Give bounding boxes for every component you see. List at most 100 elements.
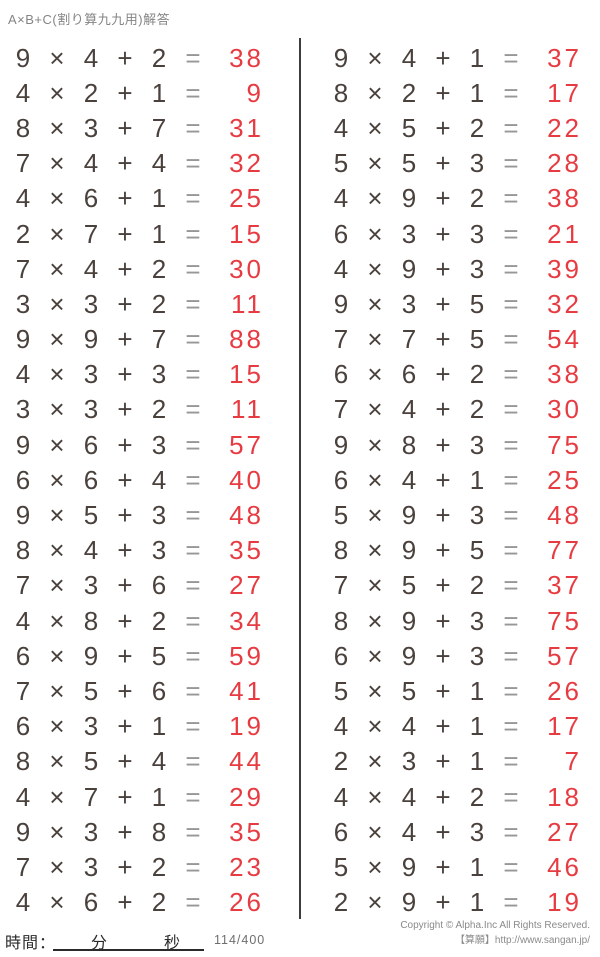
operand-c: 1 (469, 887, 485, 918)
plus-sign: + (435, 464, 451, 495)
operand-b: 3 (401, 746, 417, 777)
operand-c: 7 (151, 112, 167, 143)
plus-sign: + (117, 183, 133, 214)
equals-sign: = (185, 781, 201, 812)
answer-value: 28 (547, 148, 582, 179)
equals-sign: = (185, 183, 201, 214)
equation-row: 6 × 6 +4 = 40 (6, 462, 298, 497)
plus-sign: + (435, 429, 451, 460)
plus-sign: + (117, 394, 133, 425)
plus-sign: + (117, 77, 133, 108)
answer-value: 22 (547, 112, 582, 143)
operand-c: 1 (469, 77, 485, 108)
answer-value: 25 (229, 183, 264, 214)
equals-sign: = (185, 112, 201, 143)
equation-row: 7 × 7 +5 = 54 (324, 322, 600, 357)
operand-a: 4 (333, 711, 349, 742)
equation-row: 9 × 9 +7 = 88 (6, 322, 298, 357)
operand-c: 2 (151, 887, 167, 918)
operand-b: 9 (401, 640, 417, 671)
times-sign: × (367, 675, 383, 706)
operand-a: 5 (333, 148, 349, 179)
problems-column-right: 9 × 4 +1 = 37 8 × 2 +1 = 17 4 × 5 +2 = 22 5 × 5 +3 = 28 4 × 9 +2 = 38… (324, 40, 600, 920)
times-sign: × (49, 605, 65, 636)
operand-b: 3 (83, 711, 99, 742)
plus-sign: + (435, 816, 451, 847)
operand-a: 9 (333, 42, 349, 73)
answer-value: 37 (547, 42, 582, 73)
times-sign: × (49, 500, 65, 531)
equation-row: 9 × 4 +1 = 37 (324, 40, 600, 75)
operand-a: 7 (15, 570, 31, 601)
plus-sign: + (117, 887, 133, 918)
answer-value: 27 (229, 570, 264, 601)
operand-a: 8 (333, 605, 349, 636)
operand-c: 4 (151, 464, 167, 495)
operand-a: 9 (15, 324, 31, 355)
answer-value: 11 (231, 288, 264, 319)
times-sign: × (367, 640, 383, 671)
answer-value: 75 (547, 605, 582, 636)
operand-a: 5 (333, 851, 349, 882)
times-sign: × (49, 675, 65, 706)
equation-row: 8 × 9 +5 = 77 (324, 533, 600, 568)
times-sign: × (49, 288, 65, 319)
operand-b: 6 (401, 359, 417, 390)
times-sign: × (367, 746, 383, 777)
equals-sign: = (503, 429, 519, 460)
equals-sign: = (185, 288, 201, 319)
operand-c: 3 (469, 500, 485, 531)
operand-b: 3 (401, 218, 417, 249)
equation-row: 6 × 6 +2 = 38 (324, 357, 600, 392)
equation-row: 6 × 3 +3 = 21 (324, 216, 600, 251)
operand-a: 4 (15, 359, 31, 390)
operand-b: 5 (83, 746, 99, 777)
plus-sign: + (117, 605, 133, 636)
answer-value: 38 (547, 183, 582, 214)
equation-row: 6 × 4 +3 = 27 (324, 814, 600, 849)
operand-b: 9 (401, 535, 417, 566)
equals-sign: = (185, 640, 201, 671)
equation-row: 5 × 9 +3 = 48 (324, 497, 600, 532)
operand-a: 9 (15, 42, 31, 73)
times-sign: × (49, 535, 65, 566)
times-sign: × (367, 253, 383, 284)
answer-value: 37 (547, 570, 582, 601)
operand-b: 3 (83, 359, 99, 390)
answer-value: 34 (229, 605, 264, 636)
answer-value: 21 (547, 218, 582, 249)
operand-a: 7 (333, 570, 349, 601)
answer-value: 35 (229, 816, 264, 847)
equation-row: 4 × 9 +3 = 39 (324, 251, 600, 286)
equals-sign: = (503, 288, 519, 319)
plus-sign: + (117, 464, 133, 495)
answer-value: 25 (547, 464, 582, 495)
times-sign: × (367, 324, 383, 355)
operand-a: 4 (333, 253, 349, 284)
equation-row: 6 × 9 +3 = 57 (324, 638, 600, 673)
equation-row: 4 × 9 +2 = 38 (324, 181, 600, 216)
answer-value: 11 (231, 394, 264, 425)
plus-sign: + (117, 711, 133, 742)
operand-a: 3 (15, 288, 31, 319)
operand-b: 5 (401, 675, 417, 706)
operand-b: 3 (83, 851, 99, 882)
answer-value: 19 (229, 711, 264, 742)
times-sign: × (49, 851, 65, 882)
equation-row: 9 × 4 +2 = 38 (6, 40, 298, 75)
equation-row: 4 × 8 +2 = 34 (6, 603, 298, 638)
operand-b: 7 (83, 781, 99, 812)
plus-sign: + (117, 112, 133, 143)
answer-value: 40 (229, 464, 264, 495)
equals-sign: = (503, 464, 519, 495)
answer-value: 39 (547, 253, 582, 284)
times-sign: × (367, 218, 383, 249)
plus-sign: + (435, 711, 451, 742)
operand-c: 1 (151, 711, 167, 742)
equals-sign: = (185, 746, 201, 777)
copyright-line1: Copyright © Alpha.Inc All Rights Reserve… (400, 920, 590, 931)
answer-value: 23 (229, 851, 264, 882)
operand-c: 3 (469, 253, 485, 284)
equation-row: 4 × 6 +2 = 26 (6, 885, 298, 920)
operand-b: 4 (83, 253, 99, 284)
